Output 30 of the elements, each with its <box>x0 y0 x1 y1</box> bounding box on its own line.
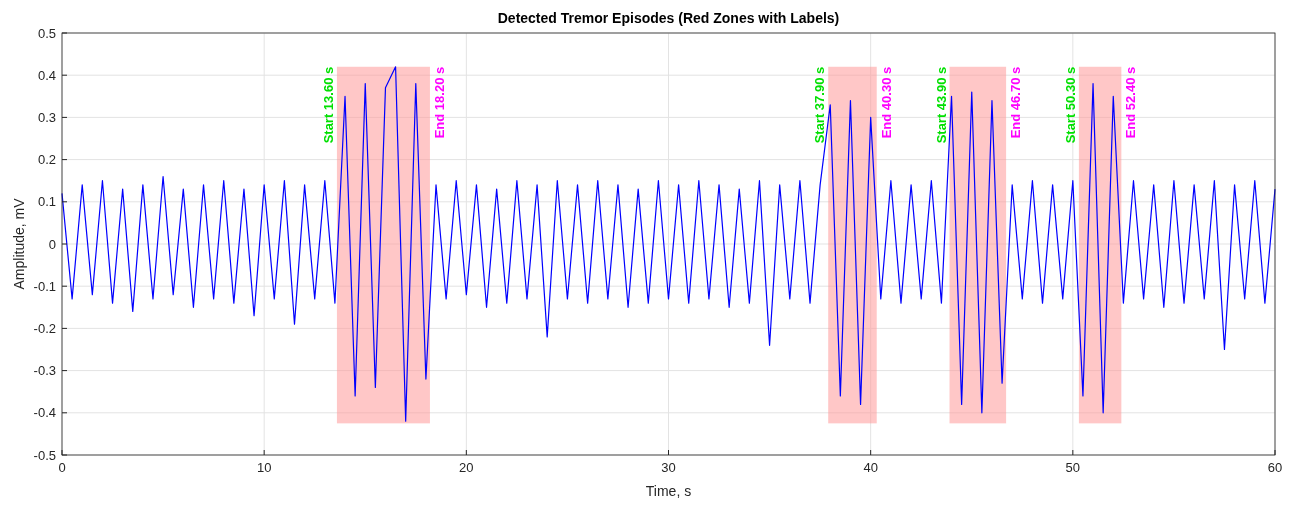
y-axis-title: Amplitude, mV <box>11 197 27 290</box>
x-tick-label: 50 <box>1065 460 1081 475</box>
annotation: Start 13.60 s <box>320 66 336 144</box>
annotation: End 52.40 s <box>1123 66 1139 139</box>
x-tick-label: 30 <box>661 460 676 475</box>
chart-title: Detected Tremor Episodes (Red Zones with Labels) <box>497 10 840 26</box>
x-tick-label: 0 <box>58 460 66 475</box>
y-tick-label: 0.5 <box>37 25 56 41</box>
annotation: End 18.20 s <box>431 66 447 139</box>
y-tick-label: 0.2 <box>37 152 56 168</box>
annotation: Start 37.90 s <box>812 66 828 144</box>
annotation: Start 50.30 s <box>1062 66 1078 144</box>
y-tick-label: -0.2 <box>33 320 56 336</box>
y-tick-label: -0.5 <box>33 447 56 463</box>
y-tick-label: -0.4 <box>33 405 56 421</box>
annotation: End 46.70 s <box>1008 66 1024 139</box>
x-tick-label: 20 <box>459 460 474 475</box>
annotation: End 40.30 s <box>878 66 894 139</box>
y-tick-label: 0.4 <box>37 67 56 83</box>
x-axis-title: Time, s <box>645 483 692 499</box>
x-tick-label: 60 <box>1267 460 1283 475</box>
y-tick-label: 0 <box>48 236 56 252</box>
y-tick-label: 0.3 <box>37 109 56 125</box>
x-tick-label: 10 <box>256 460 272 475</box>
y-tick-label: 0.1 <box>37 194 56 210</box>
annotation: Start 43.90 s <box>933 66 949 144</box>
line-series <box>61 66 1276 422</box>
y-tick-label: -0.3 <box>33 363 56 379</box>
x-tick-label: 40 <box>863 460 878 475</box>
y-tick-label: -0.1 <box>33 278 56 294</box>
